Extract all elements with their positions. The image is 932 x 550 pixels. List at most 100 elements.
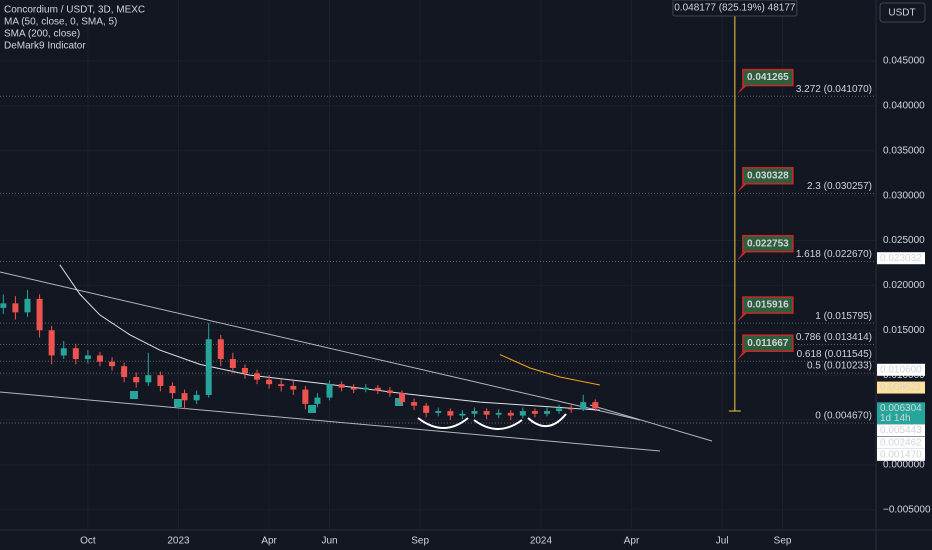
candle-body xyxy=(169,385,176,394)
price-label-box xyxy=(877,381,925,394)
candle-body xyxy=(241,367,248,374)
y-tick-label: 0.000000 xyxy=(883,460,925,471)
candle-body xyxy=(266,379,273,385)
target-label: 0.030328 xyxy=(747,170,789,181)
candle-body xyxy=(0,303,7,308)
candle-body xyxy=(447,411,454,416)
candle-body xyxy=(96,355,103,362)
candle-body xyxy=(423,405,430,413)
candle-body xyxy=(229,359,236,368)
candle-body xyxy=(531,411,538,414)
price-label: 0.008621 xyxy=(880,382,922,393)
candle-body xyxy=(193,394,200,401)
candle-body xyxy=(60,348,67,356)
target-box xyxy=(742,166,794,185)
candle-body xyxy=(314,397,321,404)
signal-marker xyxy=(308,405,316,413)
candle-body xyxy=(362,387,369,390)
fib-label: 3.272 (0.041070) xyxy=(796,84,872,95)
candle-body xyxy=(145,375,152,383)
price-label-box xyxy=(877,424,925,437)
price-label-box xyxy=(877,402,925,425)
price-label: 0.010600 xyxy=(880,364,922,375)
candle-body xyxy=(556,408,563,412)
y-tick-label: 0.040000 xyxy=(883,101,925,112)
candle-body xyxy=(48,330,55,356)
target-label: 0.011667 xyxy=(747,338,789,349)
currency-label[interactable]: USDT xyxy=(888,8,915,19)
candle-body xyxy=(483,411,490,415)
candle-body xyxy=(543,411,550,414)
currency-button[interactable] xyxy=(879,2,926,23)
target-box xyxy=(742,234,794,253)
signal-marker xyxy=(395,398,403,406)
x-tick-label: Sep xyxy=(411,536,429,547)
measure-box xyxy=(672,0,798,17)
candle-body xyxy=(459,413,466,416)
candle-body xyxy=(399,393,406,403)
y-tick-label: 0.020000 xyxy=(883,280,925,291)
trend-line xyxy=(0,271,641,421)
candle-body xyxy=(109,361,116,367)
candle-body xyxy=(411,402,418,406)
candle-body xyxy=(205,339,212,395)
legend-entry: MA (50, close, 0, SMA, 5) xyxy=(4,17,117,28)
x-tick-label: Apr xyxy=(261,536,277,547)
candle-body xyxy=(84,355,91,360)
candle-body xyxy=(592,402,599,409)
candle-body xyxy=(181,393,188,401)
legend-entry: DeMark9 Indicator xyxy=(4,41,86,52)
fib-label: 0.786 (0.013414) xyxy=(796,332,872,343)
candle-body xyxy=(326,384,333,398)
trend-line xyxy=(0,391,661,452)
candle-body xyxy=(157,375,164,386)
measure-label: 0.048177 (825.19%) 48177 xyxy=(674,3,796,14)
chart-title: Concordium / USDT, 3D, MEXC xyxy=(4,5,145,16)
moving-average xyxy=(59,264,600,411)
grid xyxy=(0,95,875,424)
candle-body xyxy=(338,384,345,388)
candle-body xyxy=(350,387,357,390)
candle-body xyxy=(471,411,478,414)
candle-body xyxy=(12,303,19,313)
drawings xyxy=(0,271,713,452)
countdown: 1d 14h xyxy=(880,413,911,424)
candle-body xyxy=(217,339,224,360)
price-label-box xyxy=(877,448,925,461)
candle-body xyxy=(519,411,526,416)
plot: 0.048177 (825.19%) 48177 0.041265 0.030328… xyxy=(0,0,798,421)
candle-body xyxy=(302,389,309,404)
candle-body xyxy=(495,412,502,415)
y-tick-label: −0.005000 xyxy=(883,504,931,515)
target-label: 0.015916 xyxy=(747,300,789,311)
target-box xyxy=(742,296,794,314)
price-label: 0.006304 xyxy=(880,403,922,414)
price-label-box xyxy=(877,363,925,376)
y-tick-label: 0.035000 xyxy=(883,145,925,156)
price-label: 0.001470 xyxy=(880,449,922,460)
candle-body xyxy=(290,385,297,390)
x-tick-label: Sep xyxy=(774,536,792,547)
x-tick-label: 2023 xyxy=(167,536,190,547)
candle-body xyxy=(72,348,79,360)
fib-label: 0 (0.004670) xyxy=(815,411,872,422)
price-label: 0.023032 xyxy=(880,253,922,264)
target-box xyxy=(742,68,794,87)
y-tick-label: 0.045000 xyxy=(883,56,925,67)
candle-body xyxy=(386,390,393,394)
target-box xyxy=(742,334,794,352)
trend-line xyxy=(589,404,713,442)
signal-marker xyxy=(130,391,138,399)
y-tick-label: 0.025000 xyxy=(883,235,925,246)
fib-label: 0.618 (0.011545) xyxy=(797,349,872,360)
candle-body xyxy=(507,412,514,416)
y-tick-label: 0.015000 xyxy=(883,325,925,336)
candle-body xyxy=(568,408,575,410)
x-tick-label: 2024 xyxy=(530,536,553,547)
x-tick-label: Oct xyxy=(80,536,96,547)
candle-body xyxy=(121,366,128,377)
candle-body xyxy=(435,411,442,413)
price-label: 0.002462 xyxy=(880,437,922,448)
